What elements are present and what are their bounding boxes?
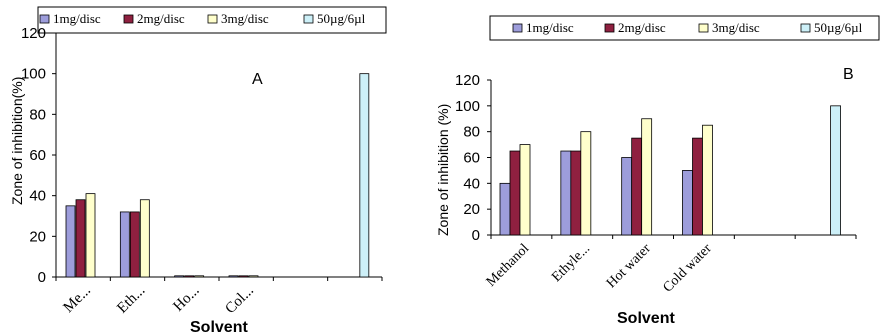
bar-1mg-disc (65, 205, 76, 278)
bar-3mg-disc (85, 193, 96, 278)
chart-a-bars (65, 73, 370, 278)
bar-1mg-disc (119, 211, 130, 278)
bar-1mg-disc (560, 150, 572, 236)
x-tick-label: Ho... (170, 283, 202, 315)
y-tick-label: 40 (29, 188, 46, 205)
bar-1mg-disc (228, 275, 239, 278)
y-tick-label: 0 (472, 227, 480, 244)
x-tick-label: Me... (61, 283, 94, 316)
legend-entry: 1mg/disc (53, 11, 101, 26)
bar-2mg-disc (129, 211, 140, 278)
y-tick-label: 80 (29, 106, 46, 123)
bar-50-g-6-l (830, 105, 841, 236)
chart-a-x-axis-label: Solvent (190, 319, 248, 335)
bar-3mg-disc (580, 131, 592, 236)
chart-b-panel-label: B (843, 66, 854, 83)
y-tick-label: 80 (463, 124, 480, 141)
legend-entry: 3mg/disc (712, 20, 760, 35)
y-tick-label: 100 (21, 66, 46, 83)
x-tick-label: Methanol (484, 241, 533, 290)
bar-3mg-disc (641, 118, 653, 236)
bar-2mg-disc (184, 275, 195, 278)
y-tick-label: 60 (29, 147, 46, 164)
bar-2mg-disc (631, 137, 643, 236)
chart-b-y-ticks: 0 20 40 60 80 100 120 (455, 72, 491, 244)
chart-a-y-axis-label: Zone of inhibition(%) (9, 77, 25, 205)
bar-2mg-disc (238, 275, 249, 278)
x-tick-label: Cold water (660, 241, 715, 296)
chart-b: 1mg/disc 2mg/disc 3mg/disc 50µg/6µl 0 20 40 60… (435, 15, 880, 327)
x-tick-label: Col... (222, 283, 257, 318)
y-tick-label: 120 (455, 72, 480, 89)
chart-b-y-axis-label: Zone of inhibition (%) (435, 104, 451, 236)
legend-swatch (39, 14, 50, 24)
chart-a-legend: 1mg/disc 2mg/disc 3mg/disc 50µg/6µl (39, 11, 366, 26)
legend-swatch (123, 14, 134, 24)
chart-a-y-ticks: 0 20 40 60 80 100 120 (21, 25, 56, 286)
bar-2mg-disc (692, 137, 703, 236)
legend-swatch (207, 14, 218, 24)
y-tick-label: 60 (463, 150, 480, 167)
bar-50-g-6-l (359, 73, 370, 278)
legend-entry: 50µg/6µl (317, 11, 366, 26)
x-tick-label: Eth... (114, 283, 148, 317)
bar-3mg-disc (248, 275, 259, 278)
legend-entry: 50µg/6µl (814, 20, 863, 35)
y-tick-label: 40 (463, 175, 480, 192)
bar-1mg-disc (174, 275, 185, 278)
y-tick-label: 120 (21, 25, 46, 42)
y-tick-label: 20 (463, 201, 480, 218)
x-tick-label: Ethyle... (549, 241, 593, 285)
bar-1mg-disc (499, 182, 511, 236)
bar-3mg-disc (194, 275, 205, 278)
legend-entry: 2mg/disc (137, 11, 185, 26)
chart-b-x-ticks: Methanol Ethyle... Hot water Cold water (484, 235, 857, 296)
chart-a-panel-label: A (252, 71, 263, 88)
legend-swatch (698, 23, 709, 33)
legend-entry: 1mg/disc (526, 20, 574, 35)
bar-2mg-disc (509, 150, 521, 236)
legend-swatch (512, 23, 523, 33)
bar-3mg-disc (139, 199, 150, 278)
y-tick-label: 0 (38, 269, 46, 286)
chart-b-x-axis-label: Solvent (617, 310, 675, 327)
chart-a: 1mg/disc 2mg/disc 3mg/disc 50µg/6µl 0 20 40 60… (9, 6, 387, 335)
chart-b-legend: 1mg/disc 2mg/disc 3mg/disc 50µg/6µl (512, 20, 863, 35)
bar-1mg-disc (682, 170, 693, 236)
chart-a-x-ticks: Me... Eth... Ho... Col... (55, 277, 383, 318)
x-tick-label: Hot water (604, 241, 654, 291)
legend-entry: 3mg/disc (221, 11, 269, 26)
legend-swatch (303, 14, 314, 24)
bar-2mg-disc (75, 199, 86, 278)
y-tick-label: 20 (29, 228, 46, 245)
legend-swatch (800, 23, 811, 33)
bar-2mg-disc (570, 150, 582, 236)
chart-b-legend-box (489, 15, 880, 41)
bar-3mg-disc (702, 124, 713, 236)
y-tick-label: 100 (455, 98, 480, 115)
legend-swatch (604, 23, 615, 33)
legend-entry: 2mg/disc (618, 20, 666, 35)
bar-3mg-disc (519, 144, 531, 236)
bar-1mg-disc (621, 157, 633, 236)
chart-b-bars (499, 105, 841, 236)
